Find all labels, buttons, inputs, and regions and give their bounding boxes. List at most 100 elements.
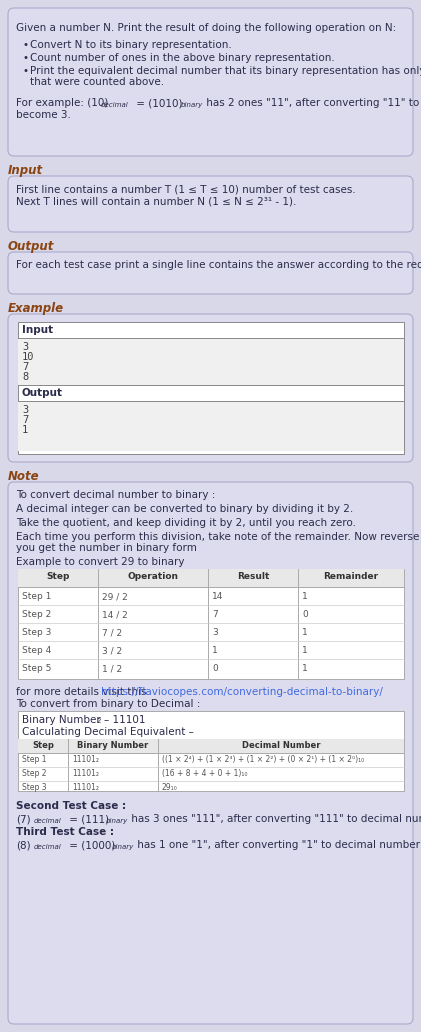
Text: For example: (10): For example: (10) xyxy=(16,98,108,108)
Text: 7: 7 xyxy=(22,415,28,425)
Text: 11101₂: 11101₂ xyxy=(72,755,99,764)
Bar xyxy=(18,322,404,454)
Text: Convert N to its binary representation.: Convert N to its binary representation. xyxy=(30,40,232,50)
Text: 3: 3 xyxy=(22,405,28,415)
Text: 29 / 2: 29 / 2 xyxy=(102,592,128,601)
Text: 0: 0 xyxy=(302,610,308,619)
Text: 3: 3 xyxy=(212,628,218,637)
Text: Step: Step xyxy=(32,741,54,750)
Text: Binary Number: Binary Number xyxy=(77,741,149,750)
Text: (16 + 8 + 4 + 0 + 1)₁₀: (16 + 8 + 4 + 0 + 1)₁₀ xyxy=(162,769,248,778)
Text: 7: 7 xyxy=(212,610,218,619)
Text: decimal: decimal xyxy=(34,844,62,850)
Text: 8: 8 xyxy=(22,372,28,382)
Text: 0: 0 xyxy=(212,664,218,673)
FancyBboxPatch shape xyxy=(8,8,413,156)
Text: Step 3: Step 3 xyxy=(22,783,47,792)
Text: Example: Example xyxy=(8,302,64,315)
Bar xyxy=(18,569,404,679)
Text: 29₁₀: 29₁₀ xyxy=(162,783,178,792)
Text: has 1 one "1", after converting "1" to decimal number it will become 1.: has 1 one "1", after converting "1" to d… xyxy=(134,840,421,850)
Text: First line contains a number T (1 ≤ T ≤ 10) number of test cases.: First line contains a number T (1 ≤ T ≤ … xyxy=(16,184,356,194)
Text: 7: 7 xyxy=(22,362,28,372)
Text: Step 2: Step 2 xyxy=(22,610,51,619)
Text: = (1010): = (1010) xyxy=(133,98,182,108)
Bar xyxy=(18,711,404,791)
Text: = (1000): = (1000) xyxy=(66,840,115,850)
Text: = (111): = (111) xyxy=(66,814,109,824)
Text: Step: Step xyxy=(46,572,70,581)
Bar xyxy=(18,402,404,451)
Text: decimal: decimal xyxy=(34,818,62,824)
Text: Step 3: Step 3 xyxy=(22,628,51,637)
Text: for more details visit this: for more details visit this xyxy=(16,687,150,697)
Text: Operation: Operation xyxy=(128,572,179,581)
Text: Count number of ones in the above binary representation.: Count number of ones in the above binary… xyxy=(30,53,335,63)
Text: 1: 1 xyxy=(302,628,308,637)
Text: Input: Input xyxy=(8,164,43,178)
Text: Output: Output xyxy=(22,388,63,398)
Text: 1: 1 xyxy=(302,664,308,673)
Text: Binary Number – 11101: Binary Number – 11101 xyxy=(22,715,146,725)
Text: 11101₂: 11101₂ xyxy=(72,783,99,792)
Text: (8): (8) xyxy=(16,840,31,850)
Text: 2: 2 xyxy=(97,718,101,724)
FancyBboxPatch shape xyxy=(8,252,413,294)
Text: https://flaviocopes.com/converting-decimal-to-binary/: https://flaviocopes.com/converting-decim… xyxy=(101,687,383,697)
Text: 3 / 2: 3 / 2 xyxy=(102,646,122,655)
FancyBboxPatch shape xyxy=(8,314,413,462)
Text: Note: Note xyxy=(8,470,40,483)
Text: binary: binary xyxy=(112,844,134,850)
Text: Next T lines will contain a number N (1 ≤ N ≤ 2³¹ - 1).: Next T lines will contain a number N (1 … xyxy=(16,197,296,207)
Text: Step 1: Step 1 xyxy=(22,592,51,601)
Bar xyxy=(18,739,404,753)
Text: 1 / 2: 1 / 2 xyxy=(102,664,122,673)
Text: Step 4: Step 4 xyxy=(22,646,51,655)
Text: Second Test Case :: Second Test Case : xyxy=(16,801,126,811)
Text: binary: binary xyxy=(106,818,128,824)
Text: Take the quotient, and keep dividing it by 2, until you reach zero.: Take the quotient, and keep dividing it … xyxy=(16,518,356,528)
Text: To convert from binary to Decimal :: To convert from binary to Decimal : xyxy=(16,699,200,709)
Text: has 3 ones "111", after converting "111" to decimal number it will become 7.: has 3 ones "111", after converting "111"… xyxy=(128,814,421,824)
Text: (7): (7) xyxy=(16,814,31,824)
Text: A decimal integer can be converted to binary by dividing it by 2.: A decimal integer can be converted to bi… xyxy=(16,504,353,514)
Text: ((1 × 2⁴) + (1 × 2³) + (1 × 2²) + (0 × 2¹) + (1 × 2⁰)₁₀: ((1 × 2⁴) + (1 × 2³) + (1 × 2²) + (0 × 2… xyxy=(162,755,364,764)
Text: Remainder: Remainder xyxy=(323,572,378,581)
Text: Given a number N. Print the result of doing the following operation on N:: Given a number N. Print the result of do… xyxy=(16,23,396,33)
Text: Calculating Decimal Equivalent –: Calculating Decimal Equivalent – xyxy=(22,727,194,737)
Text: you get the number in binary form: you get the number in binary form xyxy=(16,543,197,553)
Bar xyxy=(18,338,404,385)
Text: 11101₂: 11101₂ xyxy=(72,769,99,778)
Text: 1: 1 xyxy=(212,646,218,655)
Text: decimal: decimal xyxy=(101,102,129,108)
Text: •: • xyxy=(22,53,28,63)
Text: Each time you perform this division, take note of the remainder. Now reverse the: Each time you perform this division, tak… xyxy=(16,533,421,542)
Text: 1: 1 xyxy=(302,592,308,601)
Text: 1: 1 xyxy=(22,425,28,436)
Text: become 3.: become 3. xyxy=(16,110,71,120)
Text: To convert decimal number to binary :: To convert decimal number to binary : xyxy=(16,490,216,499)
Text: binary: binary xyxy=(181,102,203,108)
Text: that were counted above.: that were counted above. xyxy=(30,77,164,87)
FancyBboxPatch shape xyxy=(8,176,413,232)
Text: 1: 1 xyxy=(302,646,308,655)
Text: Step 1: Step 1 xyxy=(22,755,46,764)
Text: Print the equivalent decimal number that its binary representation has only the : Print the equivalent decimal number that… xyxy=(30,66,421,76)
Bar xyxy=(18,569,404,587)
Text: has 2 ones "11", after converting "11" to decimal number it will: has 2 ones "11", after converting "11" t… xyxy=(203,98,421,108)
Text: Output: Output xyxy=(8,240,54,253)
Text: Input: Input xyxy=(22,325,53,335)
Text: For each test case print a single line contains the answer according to the requ: For each test case print a single line c… xyxy=(16,260,421,270)
Text: Third Test Case :: Third Test Case : xyxy=(16,827,114,837)
Text: 7 / 2: 7 / 2 xyxy=(102,628,122,637)
Text: Example to convert 29 to binary: Example to convert 29 to binary xyxy=(16,557,184,567)
Text: Result: Result xyxy=(237,572,269,581)
Text: 3: 3 xyxy=(22,342,28,352)
Text: 10: 10 xyxy=(22,352,35,362)
Text: Decimal Number: Decimal Number xyxy=(242,741,320,750)
Text: 14: 14 xyxy=(212,592,224,601)
FancyBboxPatch shape xyxy=(8,482,413,1024)
Text: •: • xyxy=(22,40,28,50)
Text: Step 5: Step 5 xyxy=(22,664,51,673)
Text: •: • xyxy=(22,66,28,76)
